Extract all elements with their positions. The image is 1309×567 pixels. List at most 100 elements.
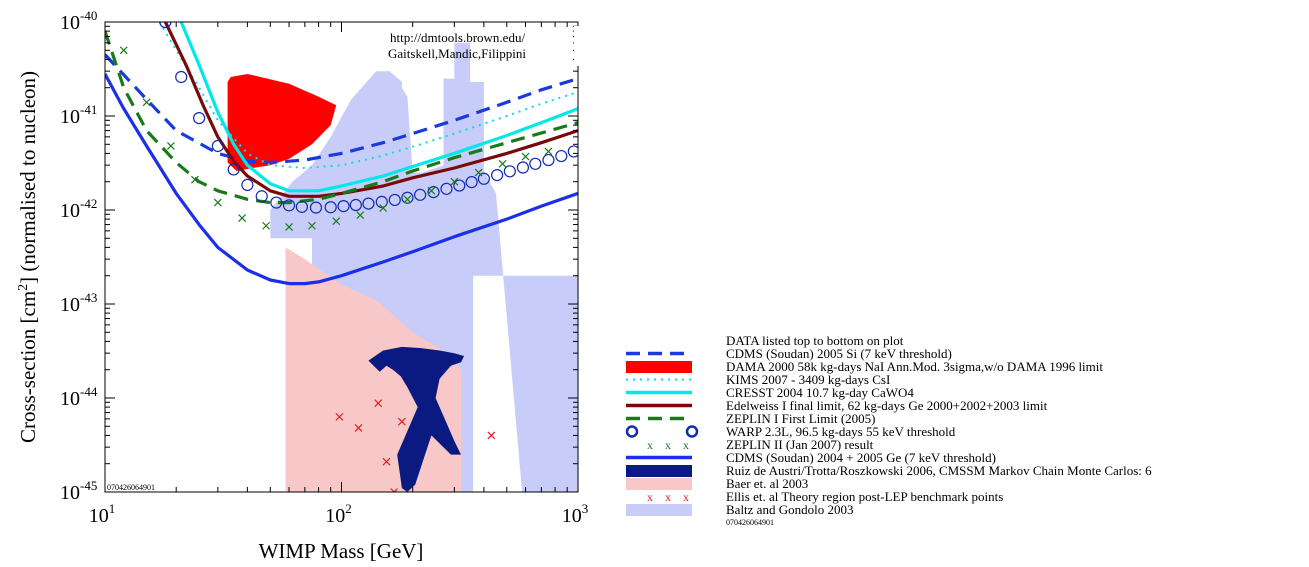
marker-zeplin-ii-jan-2007-result — [262, 221, 271, 230]
legend-swatch — [626, 361, 692, 373]
svg-text:x: x — [683, 438, 689, 451]
annotation-authors: Gaitskell,Mandic,Filippini — [388, 46, 526, 61]
legend-item: ZEPLIN I First Limit (2005) — [620, 412, 1309, 425]
marker-zeplin-ii-jan-2007-result — [474, 168, 483, 177]
marker-warp-2-3l-96-5-kg-days-55-kev-threshold — [567, 145, 578, 158]
legend-label: ZEPLIN II (Jan 2007) result — [726, 437, 874, 452]
marker-warp-2-3l-96-5-kg-days-55-kev-threshold — [324, 201, 337, 214]
y-tick-label: 10-43 — [60, 290, 97, 316]
marker-ellis-et-al-theory-region-post-lep-bench — [487, 431, 496, 440]
y-axis-label: Cross-section [cm2] (normalised to nucle… — [16, 71, 40, 443]
legend-item: Baer et. al 2003 — [620, 477, 1309, 490]
annotation-url: http://dmtools.brown.edu/ — [390, 30, 525, 45]
legend-label: CDMS (Soudan) 2004 + 2005 Ge (7 keV thre… — [726, 450, 996, 465]
marker-warp-2-3l-96-5-kg-days-55-kev-threshold — [255, 190, 268, 203]
marker-zeplin-ii-jan-2007-result — [308, 221, 316, 230]
y-tick-label: 10-41 — [60, 102, 97, 128]
legend-swatch — [626, 478, 692, 490]
marker-warp-2-3l-96-5-kg-days-55-kev-threshold — [427, 186, 440, 199]
legend-swatch — [626, 455, 692, 460]
marker-zeplin-ii-jan-2007-result — [332, 217, 341, 226]
marker-warp-2-3l-96-5-kg-days-55-kev-threshold — [555, 149, 568, 163]
plot-code: 070426064901 — [107, 483, 155, 492]
marker-ellis-et-al-theory-region-post-lep-bench — [382, 457, 391, 466]
legend-label: ZEPLIN I First Limit (2005) — [726, 411, 876, 426]
legend-item: x x x ZEPLIN II (Jan 2007) result — [620, 438, 1309, 451]
x-axis-label: WIMP Mass [GeV] — [259, 539, 424, 563]
legend-label: KIMS 2007 - 3409 kg-days CsI — [726, 372, 891, 387]
marker-zeplin-ii-jan-2007-result — [450, 177, 459, 186]
marker-warp-2-3l-96-5-kg-days-55-kev-threshold — [516, 161, 530, 174]
marker-zeplin-ii-jan-2007-result — [119, 46, 128, 55]
region-ruiz-de-austri-trotta-roszkowski-2006-cm — [368, 346, 465, 492]
svg-text:x: x — [665, 438, 671, 451]
marker-warp-2-3l-96-5-kg-days-55-kev-threshold — [159, 22, 172, 29]
marker-warp-2-3l-96-5-kg-days-55-kev-threshold — [241, 178, 254, 191]
legend-item: Ruiz de Austri/Trotta/Roszkowski 2006, C… — [620, 464, 1309, 477]
marker-warp-2-3l-96-5-kg-days-55-kev-threshold — [349, 198, 362, 212]
legend-item: KIMS 2007 - 3409 kg-days CsI — [620, 373, 1309, 386]
line-cdms-soudan-2005-si-7-kev-threshold — [105, 53, 578, 165]
marker-warp-2-3l-96-5-kg-days-55-kev-threshold — [503, 165, 516, 178]
svg-text:x: x — [665, 490, 671, 503]
line-zeplin-i-first-limit-2005 — [105, 30, 578, 205]
legend-swatch — [626, 403, 692, 408]
legend-swatch — [626, 504, 692, 516]
legend-label: Baltz and Gondolo 2003 — [726, 502, 854, 517]
marker-warp-2-3l-96-5-kg-days-55-kev-threshold — [388, 193, 401, 207]
legend-item: Baltz and Gondolo 2003 — [620, 503, 1309, 516]
marker-zeplin-ii-jan-2007-result — [544, 147, 553, 156]
legend-item: WARP 2.3L, 96.5 kg-days 55 keV threshold — [620, 425, 1309, 438]
legend-item: x x x Ellis et. al Theory region post-LEP b… — [620, 490, 1309, 503]
marker-warp-2-3l-96-5-kg-days-55-kev-threshold — [309, 201, 323, 214]
marker-warp-2-3l-96-5-kg-days-55-kev-threshold — [491, 169, 504, 182]
legend-item: CRESST 2004 10.7 kg-day CaWO4 — [620, 386, 1309, 399]
marker-zeplin-ii-jan-2007-result — [427, 186, 436, 195]
marker-warp-2-3l-96-5-kg-days-55-kev-threshold — [542, 153, 555, 167]
marker-warp-2-3l-96-5-kg-days-55-kev-threshold — [401, 191, 414, 204]
legend-label: DAMA 2000 58k kg-days NaI Ann.Mod. 3sigm… — [726, 359, 1103, 374]
marker-zeplin-ii-jan-2007-result — [213, 198, 222, 207]
marker-warp-2-3l-96-5-kg-days-55-kev-threshold — [414, 188, 427, 201]
chart: 101 102 10310-4010-4110-4210-4310-4410-45 … — [16, 8, 589, 563]
legend-label: Edelweiss I final limit, 62 kg-days Ge 2… — [726, 398, 1048, 413]
svg-text:x: x — [683, 490, 689, 503]
legend-swatch — [626, 351, 692, 356]
legend-item: Edelweiss I final limit, 62 kg-days Ge 2… — [620, 399, 1309, 412]
legend-label: Ellis et. al Theory region post-LEP benc… — [726, 489, 1004, 504]
marker-zeplin-ii-jan-2007-result — [379, 204, 388, 212]
marker-zeplin-ii-jan-2007-result — [356, 211, 365, 220]
y-tick-label: 10-42 — [60, 196, 97, 222]
marker-warp-2-3l-96-5-kg-days-55-kev-threshold — [193, 111, 206, 125]
marker-warp-2-3l-96-5-kg-days-55-kev-threshold — [175, 70, 188, 84]
marker-ellis-et-al-theory-region-post-lep-bench — [374, 399, 383, 408]
marker-warp-2-3l-96-5-kg-days-55-kev-threshold — [337, 200, 350, 213]
legend-title: DATA listed top to bottom on plot — [726, 333, 904, 348]
x-tick-label: 102 — [325, 501, 352, 527]
legend-item: CDMS (Soudan) 2004 + 2005 Ge (7 keV thre… — [620, 451, 1309, 464]
legend-plot-code: 070426064901 — [726, 518, 774, 527]
legend-swatch — [626, 378, 692, 381]
svg-text:x: x — [647, 490, 653, 503]
legend-swatch — [626, 390, 692, 395]
marker-zeplin-ii-jan-2007-result — [238, 214, 247, 223]
marker-warp-2-3l-96-5-kg-days-55-kev-threshold — [211, 139, 224, 153]
legend-swatch — [625, 425, 699, 438]
x-tick-label: 103 — [562, 501, 589, 527]
marker-warp-2-3l-96-5-kg-days-55-kev-threshold — [227, 163, 240, 176]
line-cresst-2004-10-7-kg-day-cawo4 — [179, 22, 578, 193]
marker-warp-2-3l-96-5-kg-days-55-kev-threshold — [270, 196, 283, 209]
marker-warp-2-3l-96-5-kg-days-55-kev-threshold — [453, 179, 466, 192]
marker-warp-2-3l-96-5-kg-days-55-kev-threshold — [362, 197, 375, 210]
marker-zeplin-ii-jan-2007-result — [521, 152, 530, 161]
line-edelweiss-i-final-limit-62-kg-days-ge-20 — [163, 22, 578, 198]
y-tick-label: 10-44 — [60, 384, 98, 410]
legend-item: CDMS (Soudan) 2005 Si (7 keV threshold) — [620, 347, 1309, 360]
svg-text:x: x — [647, 438, 653, 451]
marker-warp-2-3l-96-5-kg-days-55-kev-threshold — [465, 176, 478, 189]
marker-zeplin-ii-jan-2007-result — [403, 195, 412, 204]
y-tick-label: 10-40 — [60, 8, 97, 34]
legend-label: Ruiz de Austri/Trotta/Roszkowski 2006, C… — [726, 463, 1152, 478]
